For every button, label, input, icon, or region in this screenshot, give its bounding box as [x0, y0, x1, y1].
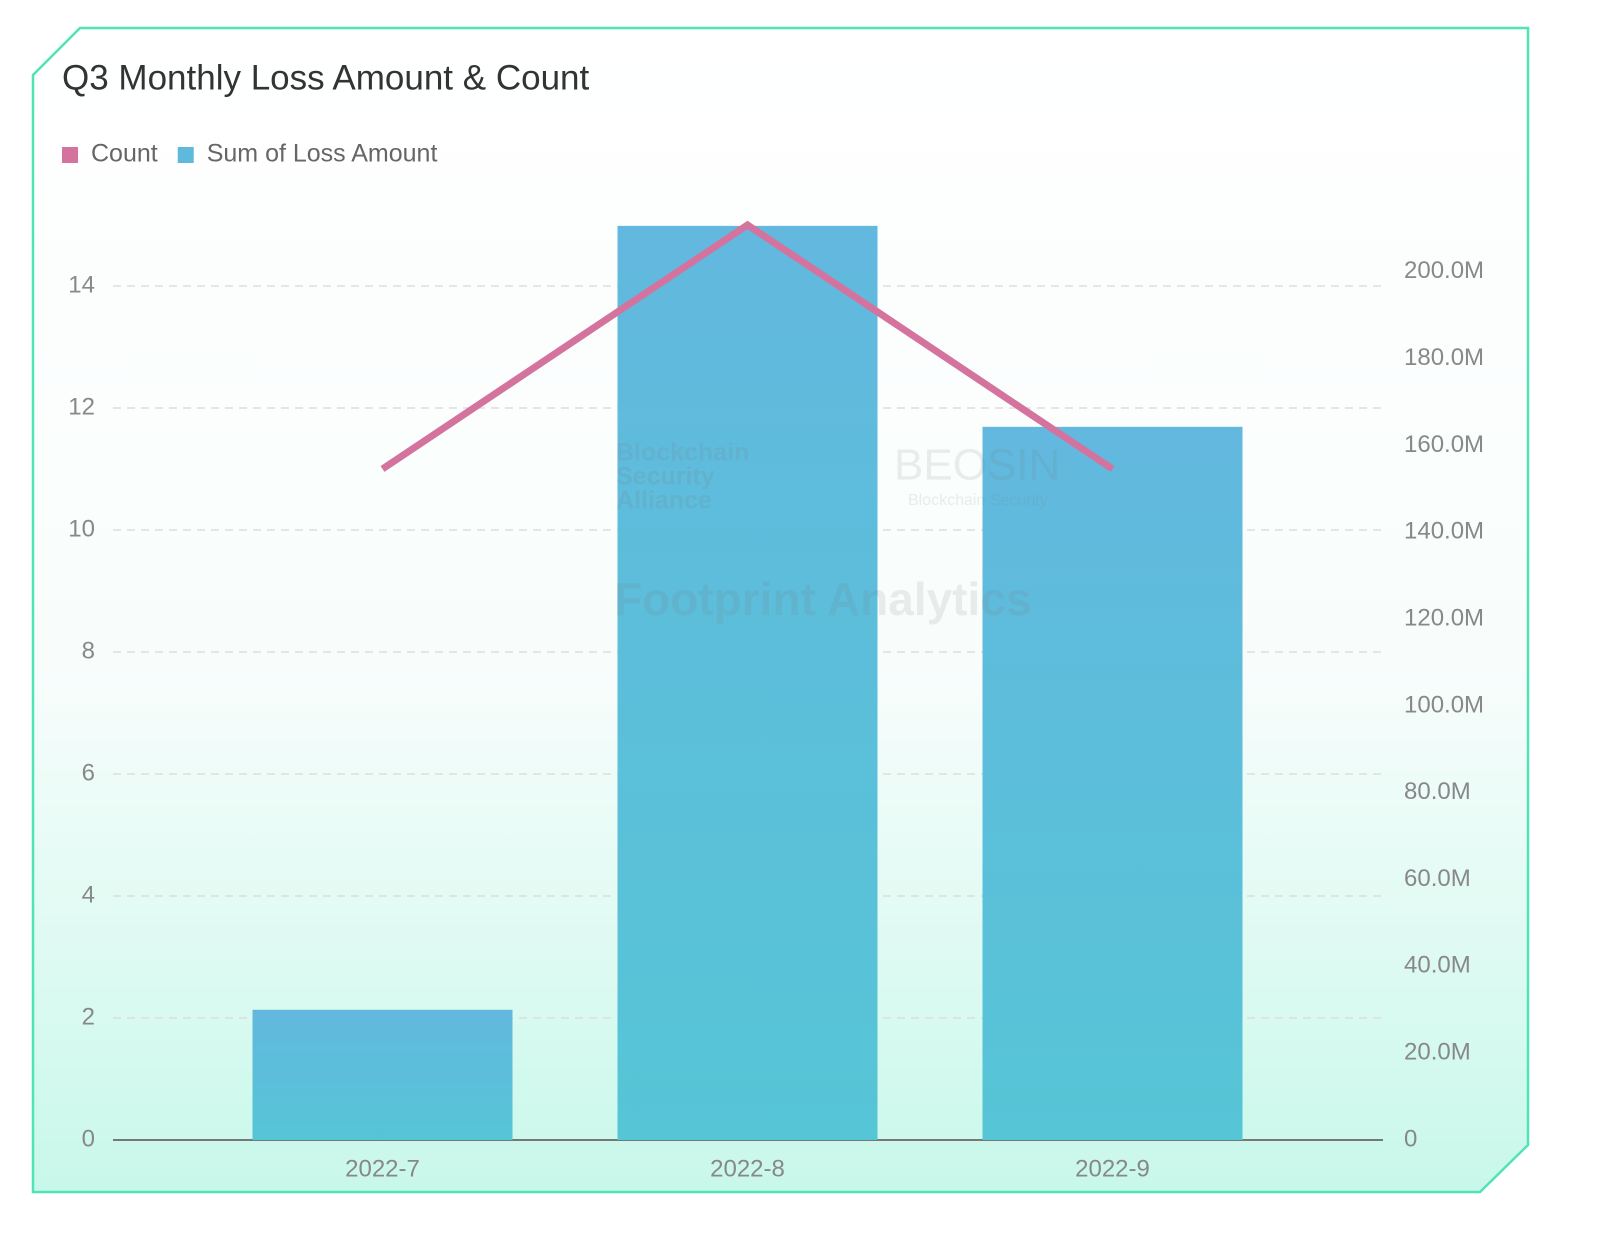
watermark-text: Security: [616, 463, 715, 491]
y2-tick-label: 0: [1404, 1125, 1417, 1152]
y2-tick-label: 60.0M: [1404, 865, 1471, 892]
y2-tick-label: 140.0M: [1404, 518, 1484, 545]
bar: [617, 225, 878, 1141]
legend-swatch: [177, 147, 194, 163]
y2-tick-label: 180.0M: [1404, 344, 1484, 371]
y2-tick-label: 160.0M: [1404, 431, 1484, 458]
x-tick-label: 2022-7: [345, 1155, 420, 1182]
x-tick-label: 2022-8: [710, 1155, 785, 1182]
chart-title: Q3 Monthly Loss Amount & Count: [62, 58, 589, 97]
watermark-text: Blockchain Security: [908, 492, 1048, 509]
y-tick-label: 10: [68, 515, 95, 542]
y-tick-label: 0: [82, 1125, 95, 1152]
y2-tick-label: 120.0M: [1404, 604, 1484, 631]
x-tick-label: 2022-9: [1075, 1155, 1150, 1182]
y-tick-label: 6: [82, 759, 95, 786]
watermark-text: Blockchain: [616, 439, 749, 467]
watermark-text: BEOSIN: [894, 441, 1060, 490]
y2-tick-label: 100.0M: [1404, 691, 1484, 718]
legend-label: Count: [91, 140, 158, 168]
y-tick-label: 12: [68, 393, 95, 420]
y-tick-label: 4: [82, 881, 95, 908]
watermark: Blockchain Security Alliance BEOSIN Bloc…: [614, 439, 1060, 626]
legend-swatch: [62, 147, 78, 163]
watermark-text: Alliance: [616, 487, 712, 515]
y-tick-label: 14: [68, 271, 95, 298]
y-tick-label: 8: [82, 637, 95, 664]
legend-label: Sum of Loss Amount: [207, 140, 438, 168]
bar: [252, 1009, 513, 1140]
bar: [982, 426, 1243, 1140]
watermark-text: Footprint Analytics: [614, 573, 1031, 625]
line: [380, 220, 1115, 472]
y2-tick-label: 40.0M: [1404, 952, 1471, 979]
y2-tick-label: 80.0M: [1404, 778, 1471, 805]
y-tick-label: 2: [82, 1003, 95, 1030]
y2-tick-label: 20.0M: [1404, 1039, 1471, 1066]
y2-tick-label: 200.0M: [1404, 257, 1484, 284]
